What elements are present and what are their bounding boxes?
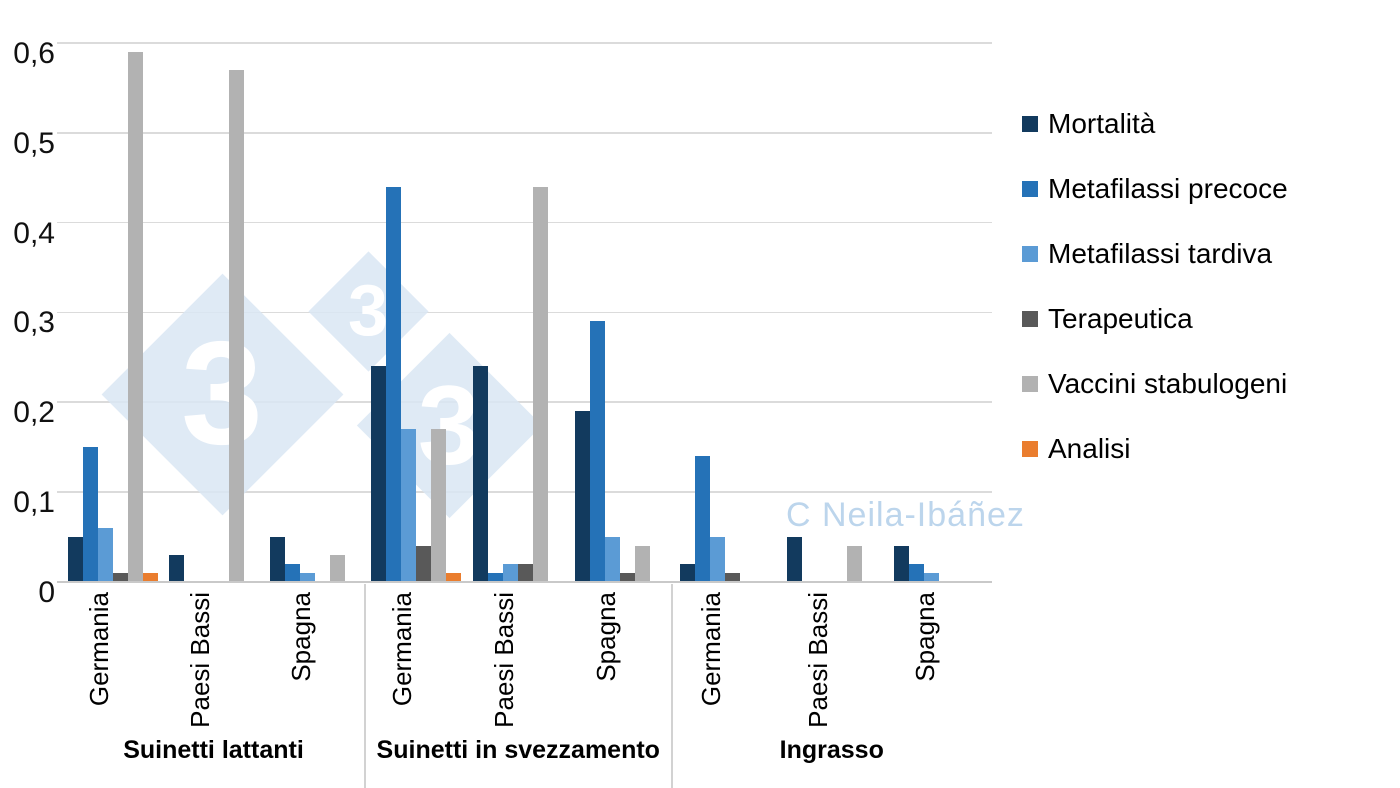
category-label: Spagna: [909, 592, 940, 682]
legend-label: Mortalità: [1048, 108, 1156, 139]
gridline: [57, 42, 992, 44]
legend-swatch-icon: [1022, 376, 1038, 392]
y-axis-tick-label: 0,4: [13, 216, 55, 250]
watermark-digit: 3: [417, 362, 481, 488]
bar: [142, 572, 158, 582]
category-label: Paesi Bassi: [184, 592, 215, 728]
group-separator: [670, 583, 673, 788]
x-axis-line: [57, 580, 992, 583]
legend-label: Metafilassi precoce: [1048, 173, 1288, 204]
bar: [67, 536, 83, 582]
legend-item: Terapeutica: [1022, 303, 1193, 335]
category-label: Spagna: [285, 592, 316, 682]
legend-label: Terapeutica: [1048, 303, 1193, 334]
y-axis-tick-label: 0,6: [13, 37, 55, 70]
bar: [605, 536, 621, 582]
legend-item: Analisi: [1022, 433, 1130, 465]
bar: [112, 572, 128, 582]
bar: [386, 186, 402, 582]
gridline: [57, 311, 992, 313]
watermark-digit: 3: [181, 311, 263, 476]
bar: [284, 563, 300, 582]
bar: [533, 186, 549, 582]
legend-swatch-icon: [1022, 181, 1038, 197]
legend-swatch-icon: [1022, 441, 1038, 457]
legend-label: Metafilassi tardiva: [1048, 238, 1273, 269]
group-separator: [364, 583, 366, 788]
category-label: Germania: [83, 592, 114, 707]
bar: [329, 554, 345, 582]
bar: [269, 536, 285, 582]
bar: [371, 366, 387, 582]
bar: [923, 572, 939, 582]
bar: [488, 572, 504, 582]
bar: [82, 446, 98, 582]
category-label: Paesi Bassi: [489, 592, 520, 728]
y-axis-tick-label: 0,5: [13, 126, 55, 160]
legend-label: Analisi: [1048, 433, 1131, 464]
gridline: [57, 401, 992, 403]
bar: [299, 572, 315, 582]
legend-swatch-icon: [1022, 246, 1038, 262]
bar: [228, 69, 244, 582]
legend-swatch-icon: [1022, 311, 1038, 327]
gridline: [57, 491, 992, 493]
group-label: Suinetti lattanti: [123, 736, 304, 764]
y-axis-tick-label: 0,2: [13, 396, 55, 429]
bar: [518, 563, 534, 582]
bar: [786, 536, 802, 582]
legend-label: Vaccini stabulogeni: [1048, 368, 1288, 399]
bar: [694, 455, 710, 582]
bar: [446, 572, 462, 582]
category-label: Germania: [387, 592, 418, 707]
y-axis-tick-label: 0: [38, 575, 55, 609]
bar: [620, 572, 636, 582]
y-axis-tick-label: 0,1: [13, 485, 55, 519]
bar: [127, 51, 143, 582]
bar: [401, 428, 417, 582]
legend-item: Vaccini stabulogeni: [1022, 368, 1287, 400]
bar: [431, 428, 447, 582]
category-label: Paesi Bassi: [802, 592, 833, 728]
gridline: [57, 132, 992, 134]
legend-item: Mortalità: [1022, 108, 1155, 140]
bar: [893, 545, 909, 582]
bar: [709, 536, 725, 582]
bar: [908, 563, 924, 582]
category-label: Spagna: [591, 592, 622, 682]
category-label: Germania: [695, 592, 726, 707]
group-label: Ingrasso: [779, 736, 884, 764]
bar: [168, 554, 184, 582]
bar: [416, 545, 432, 582]
bar: [503, 563, 519, 582]
group-label: Suinetti in svezzamento: [376, 736, 660, 764]
bar: [679, 563, 695, 582]
y-axis-tick-label: 0,3: [13, 306, 55, 340]
watermark-digit: 3: [347, 271, 389, 351]
gridline: [57, 221, 992, 224]
bar: [635, 545, 651, 582]
watermark-credit: C Neila-Ibáñez: [786, 496, 1025, 534]
legend-item: Metafilassi tardiva: [1022, 238, 1272, 270]
legend-item: Metafilassi precoce: [1022, 173, 1288, 205]
bar: [590, 321, 606, 582]
bar: [97, 527, 113, 582]
bar: [724, 572, 740, 582]
legend-swatch-icon: [1022, 116, 1038, 132]
bar: [846, 545, 862, 582]
bar: [473, 366, 489, 582]
bar: [575, 410, 591, 582]
